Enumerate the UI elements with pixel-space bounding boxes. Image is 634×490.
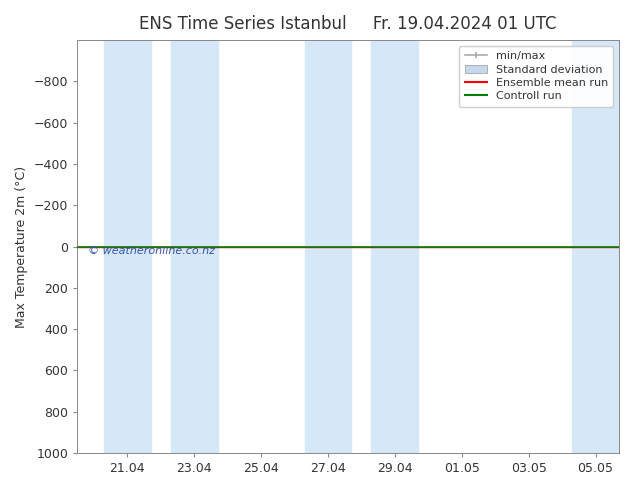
- Title: ENS Time Series Istanbul     Fr. 19.04.2024 01 UTC: ENS Time Series Istanbul Fr. 19.04.2024 …: [139, 15, 557, 33]
- Bar: [372, 40, 418, 453]
- Bar: [304, 40, 351, 453]
- Bar: [104, 40, 151, 453]
- Text: © weatheronline.co.nz: © weatheronline.co.nz: [88, 245, 215, 256]
- Legend: min/max, Standard deviation, Ensemble mean run, Controll run: min/max, Standard deviation, Ensemble me…: [459, 46, 614, 107]
- Y-axis label: Max Temperature 2m (°C): Max Temperature 2m (°C): [15, 166, 28, 328]
- Bar: [171, 40, 217, 453]
- Bar: [572, 40, 619, 453]
